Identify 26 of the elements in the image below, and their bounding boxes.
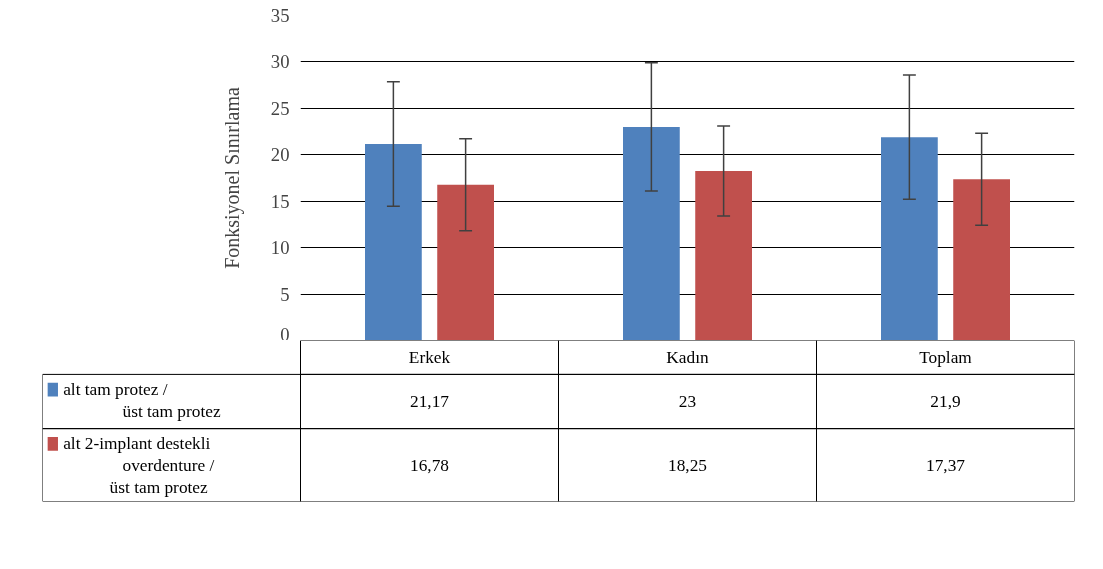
bar xyxy=(953,179,1010,340)
legend-label: alt 2-implant destekli overdenture / üst tam protez xyxy=(63,434,215,498)
x-tick-label: Kadın xyxy=(666,347,710,367)
y-tick-label: 5 xyxy=(280,283,290,305)
data-label: 21,17 xyxy=(410,392,450,412)
bar xyxy=(365,143,422,340)
y-axis-title: Fonksiyonel Sınırlama xyxy=(220,87,244,269)
data-label: 17,37 xyxy=(926,455,966,475)
y-tick-label: 25 xyxy=(270,97,290,119)
x-tick-label: Toplam xyxy=(919,347,973,367)
legend-label: alt tam protez / üst tam protez xyxy=(63,380,221,422)
bar xyxy=(695,171,752,340)
y-tick-label: 35 xyxy=(270,5,290,26)
y-tick-label: 15 xyxy=(270,190,290,212)
bar xyxy=(623,126,680,340)
bar xyxy=(881,137,938,340)
data-label: 16,78 xyxy=(410,455,450,475)
y-tick-label: 10 xyxy=(270,237,290,259)
data-label: 18,25 xyxy=(668,455,708,475)
data-label: 23 xyxy=(678,392,697,412)
x-tick-label: Erkek xyxy=(408,347,451,367)
y-tick-label: 20 xyxy=(270,144,290,166)
y-tick-label: 30 xyxy=(270,51,290,73)
data-label: 21,9 xyxy=(930,392,961,412)
y-tick-label: 0 xyxy=(280,323,290,345)
bar xyxy=(437,184,494,340)
